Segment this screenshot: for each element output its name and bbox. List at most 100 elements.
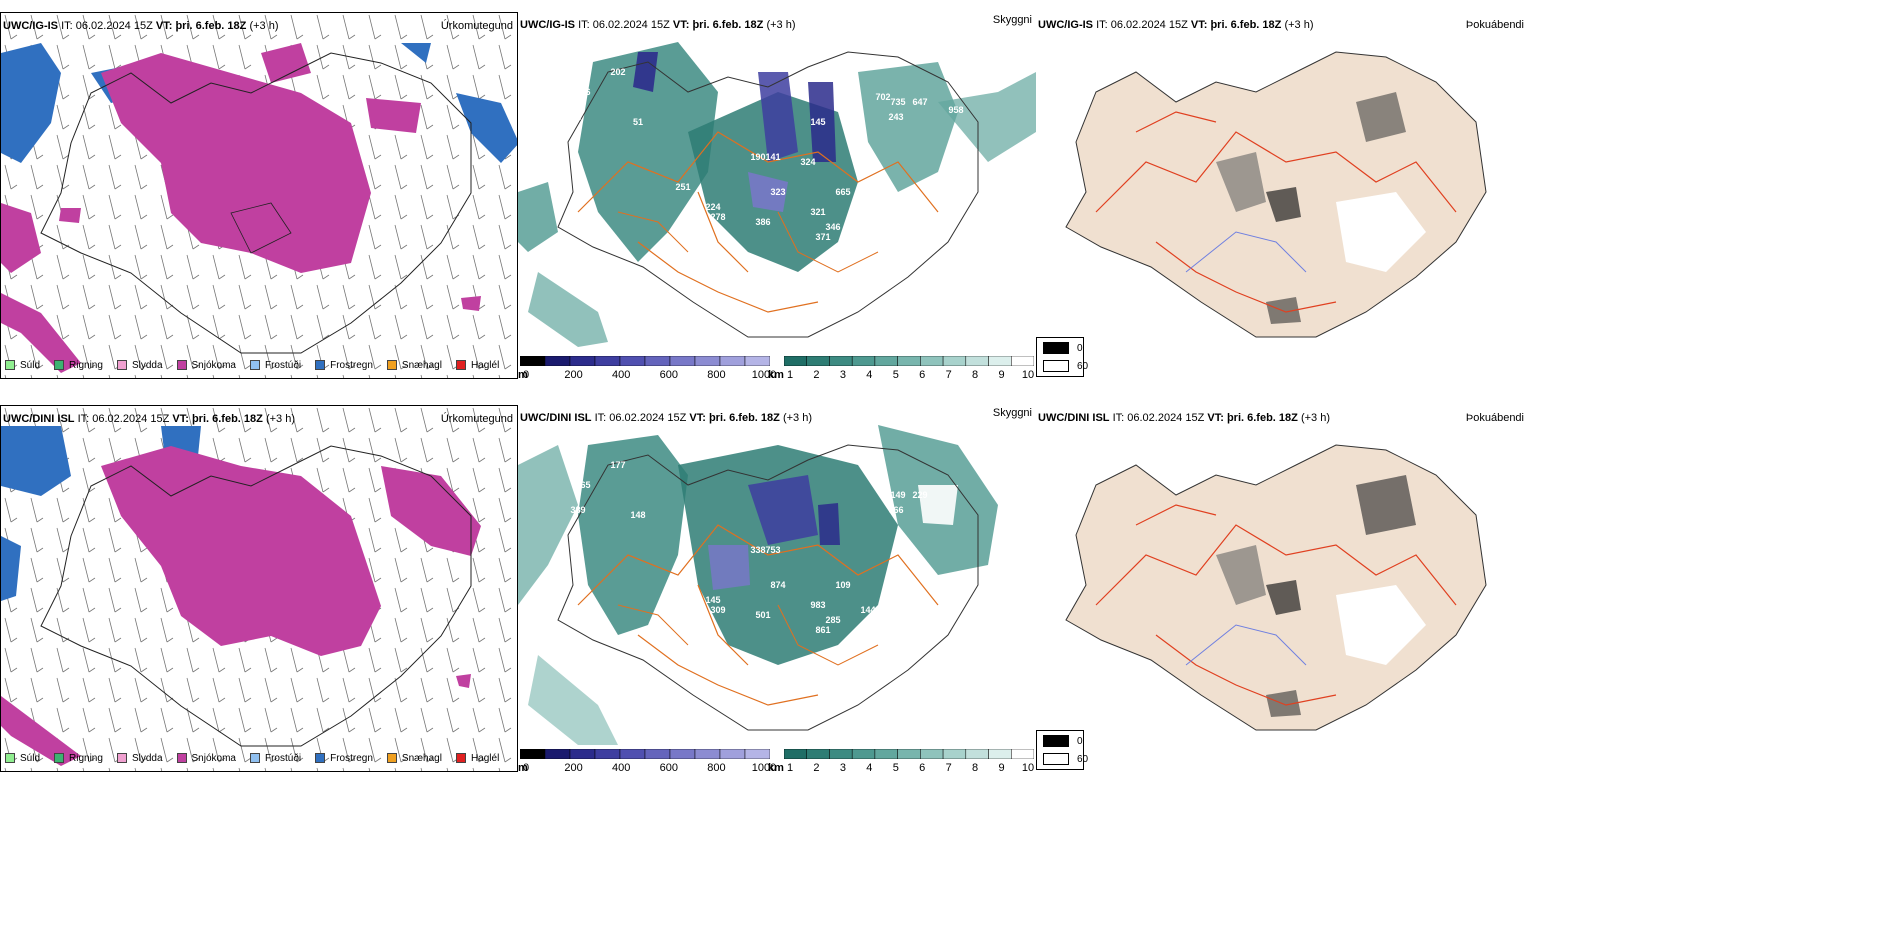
colorbar-swatch <box>874 749 898 759</box>
legend-label: Snæhagl <box>401 359 442 371</box>
fog-key: 0 60 <box>1036 337 1088 377</box>
panel-header: UWC/DINI ISL IT: 06.02.2024 15Z VT: þri.… <box>3 413 295 425</box>
visibility-value-label: 145 <box>705 595 721 605</box>
visibility-value-label: 309 <box>710 605 726 615</box>
colorbar-swatch <box>669 356 696 366</box>
panel-header: UWC/IG-IS IT: 06.02.2024 15Z VT: þri. 6.… <box>3 20 278 32</box>
legend-swatch <box>249 753 260 763</box>
colorbar-tick: 0 <box>522 369 530 379</box>
it-value: 06.02.2024 15Z <box>75 20 153 32</box>
fog-key-row: 60 <box>1043 360 1088 372</box>
visibility-value-label: 141 <box>765 152 781 162</box>
colorbar-tick: 1 <box>786 369 794 379</box>
vt-value: þri. 6.feb. 18Z <box>175 20 247 32</box>
colorbar-swatch <box>784 356 807 366</box>
colorbar-tick: 800 <box>707 369 726 379</box>
model-name: UWC/IG-IS <box>1038 19 1093 31</box>
visibility-value-label: 666 <box>888 505 904 515</box>
vt-label: VT: <box>672 19 690 31</box>
visibility-value-label: 874 <box>770 580 786 590</box>
legend-swatch <box>5 360 15 370</box>
legend-item: Frostúði <box>249 360 301 371</box>
colorbar-swatch <box>942 356 967 366</box>
visibility-panel-top: UWC/IG-IS IT: 06.02.2024 15Z VT: þri. 6.… <box>518 12 1036 379</box>
fog-key-swatch <box>1043 360 1069 372</box>
visibility-value-label: 386 <box>755 217 771 227</box>
elevation-colorbar: m 0 200 400 600 800 1000 <box>518 356 776 379</box>
visibility-unit: km <box>768 762 784 772</box>
fog-key-label: 60 <box>1077 753 1089 765</box>
legend-label: Frostregn <box>330 359 373 371</box>
legend-swatch <box>176 753 187 763</box>
colorbar-swatch <box>784 749 807 759</box>
visibility-value-label: 958 <box>948 105 964 115</box>
colorbar-swatch <box>694 749 721 759</box>
colorbar-swatch <box>920 356 944 366</box>
colorbar-swatch <box>619 356 646 366</box>
visibility-value-label: 177 <box>610 460 626 470</box>
elevation-unit: m <box>518 762 528 772</box>
visibility-value-label: 229 <box>912 490 928 500</box>
model-name: UWC/DINI ISL <box>1038 412 1110 424</box>
legend-swatch <box>315 360 326 370</box>
visibility-value-label: 67 <box>572 112 584 122</box>
colorbar-swatch <box>829 356 853 366</box>
visibility-value-label: 239 <box>860 212 876 222</box>
precip-legend: Súld Rigning Slydda Snjókoma Frostúði Frostre… <box>5 356 513 374</box>
panel-type-title: Úrkomutegund <box>440 20 513 32</box>
colorbar-swatch <box>988 356 1012 366</box>
visibility-colorbar: km 1 2 3 4 5 6 7 8 9 10 <box>768 749 1034 772</box>
colorbar-tick: 8 <box>972 369 979 379</box>
model-name: UWC/IG-IS <box>3 20 58 32</box>
legend-swatch <box>386 753 397 763</box>
panel-header: UWC/IG-IS IT: 06.02.2024 15Z VT: þri. 6.… <box>1038 19 1313 31</box>
legend-label: Slydda <box>131 359 163 371</box>
legend-item: Snjókoma <box>176 752 236 764</box>
colorbar-tick: 6 <box>919 762 926 772</box>
visibility-value-label: 702 <box>875 92 891 102</box>
it-value: 06.02.2024 15Z <box>92 413 170 425</box>
legend-item: Rigning <box>54 360 103 371</box>
legend-item: Súld <box>5 360 40 371</box>
visibility-value-label: 285 <box>825 615 841 625</box>
visibility-value-label: 190 <box>750 152 766 162</box>
legend-label: Rigning <box>69 359 103 371</box>
visibility-value-label: 694 <box>875 485 891 495</box>
vt-value: þri. 6.feb. 18Z <box>1210 19 1282 31</box>
legend-item: Snæhagl <box>386 359 442 371</box>
panel-type-title: Þokuábendi <box>1465 19 1524 31</box>
panel-type-title: Þokuábendi <box>1465 412 1524 424</box>
colorbar-swatch <box>897 749 921 759</box>
vt-label: VT: <box>1207 412 1224 424</box>
visibility-value-label: 346 <box>825 222 841 232</box>
visibility-value-label: 149 <box>890 490 906 500</box>
legend-item: Rigning <box>54 753 103 764</box>
legend-label: Snjókoma <box>191 752 236 764</box>
visibility-value-label: 565 <box>575 480 591 490</box>
precip-type-panel-top: UWC/IG-IS IT: 06.02.2024 15Z VT: þri. 6.… <box>0 12 518 379</box>
elevation-unit: m <box>518 369 528 379</box>
colorbar-tick: 3 <box>839 369 846 379</box>
it-label: IT: <box>61 20 73 32</box>
visibility-value-label: 338 <box>750 545 766 555</box>
panel-header: UWC/DINI ISL IT: 06.02.2024 15Z VT: þri.… <box>520 412 812 424</box>
colorbar-swatch <box>544 749 571 759</box>
colorbar-swatch <box>669 749 696 759</box>
it-label: IT: <box>578 19 590 31</box>
colorbar-tick: 3 <box>839 762 846 772</box>
legend-item: Snæhagl <box>386 753 442 764</box>
visibility-value-label: 735 <box>890 97 906 107</box>
colorbar-swatch <box>1011 749 1034 759</box>
fog-key-swatch <box>1043 753 1069 765</box>
colorbar-tick: 400 <box>612 762 631 772</box>
precip-type-panel-bottom: UWC/DINI ISL IT: 06.02.2024 15Z VT: þri.… <box>0 405 518 772</box>
colorbar-swatch <box>719 749 746 759</box>
legend-swatch <box>315 753 326 763</box>
visibility-value-label: 243 <box>888 112 904 122</box>
legend-item: Snjókoma <box>176 360 236 371</box>
colorbar-tick: 1 <box>786 762 794 772</box>
colorbar-swatch <box>965 749 989 759</box>
colorbar-swatch <box>569 749 596 759</box>
visibility-value-label: 116 <box>675 575 691 585</box>
colorbar-swatch <box>644 356 671 366</box>
